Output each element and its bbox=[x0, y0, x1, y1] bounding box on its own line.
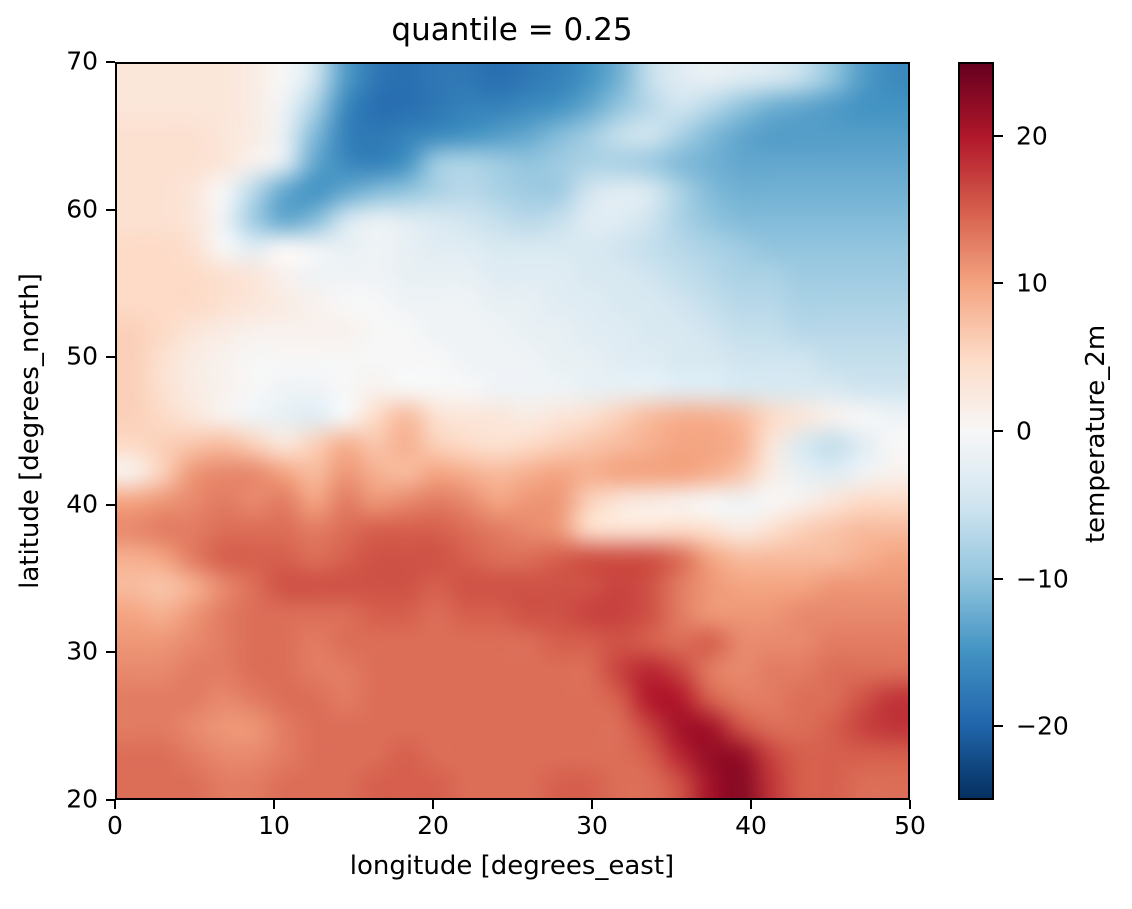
y-tick-mark bbox=[106, 503, 115, 506]
colorbar-label: temperature_2m bbox=[1081, 324, 1111, 544]
y-tick-label: 40 bbox=[66, 489, 98, 519]
colorbar-tick-mark bbox=[994, 134, 1003, 137]
colorbar-tick-label: −10 bbox=[1016, 563, 1069, 593]
x-tick-mark bbox=[273, 800, 275, 809]
x-tick-label: 0 bbox=[107, 811, 123, 840]
colorbar-tick-label: −20 bbox=[1016, 711, 1069, 741]
plot-area bbox=[115, 62, 910, 800]
y-tick-label: 20 bbox=[66, 784, 98, 814]
y-tick-mark bbox=[106, 208, 115, 211]
y-axis-label: latitude [degrees_north] bbox=[15, 273, 45, 589]
x-tick-label: 20 bbox=[417, 811, 449, 840]
x-tick-mark bbox=[591, 800, 593, 809]
x-tick-label: 40 bbox=[735, 811, 767, 840]
colorbar-tick-label: 20 bbox=[1016, 121, 1048, 151]
x-tick-label: 10 bbox=[258, 811, 290, 840]
x-axis-label: longitude [degrees_east] bbox=[349, 851, 675, 881]
y-tick-mark bbox=[106, 356, 115, 359]
colorbar-tick-label: 10 bbox=[1016, 268, 1048, 298]
x-tick-label: 30 bbox=[576, 811, 608, 840]
x-tick-mark bbox=[750, 800, 752, 809]
colorbar-tick-mark bbox=[994, 282, 1003, 285]
plot-title: quantile = 0.25 bbox=[391, 12, 633, 48]
y-tick-mark bbox=[106, 61, 115, 63]
colorbar-canvas bbox=[960, 64, 992, 798]
x-tick-mark bbox=[114, 800, 116, 809]
x-tick-mark bbox=[909, 800, 911, 809]
x-tick-label: 50 bbox=[894, 811, 926, 840]
y-tick-label: 30 bbox=[66, 637, 98, 667]
colorbar-tick-label: 0 bbox=[1016, 416, 1032, 446]
y-tick-label: 50 bbox=[66, 341, 98, 371]
y-tick-mark bbox=[106, 799, 115, 801]
x-tick-mark bbox=[432, 800, 434, 809]
colorbar bbox=[958, 62, 994, 800]
y-tick-label: 70 bbox=[66, 46, 98, 76]
colorbar-tick-mark bbox=[994, 577, 1003, 580]
y-tick-label: 60 bbox=[66, 194, 98, 224]
colorbar-tick-mark bbox=[994, 725, 1003, 728]
colorbar-tick-mark bbox=[994, 430, 1003, 432]
heatmap-canvas bbox=[117, 64, 908, 798]
y-tick-mark bbox=[106, 651, 115, 654]
